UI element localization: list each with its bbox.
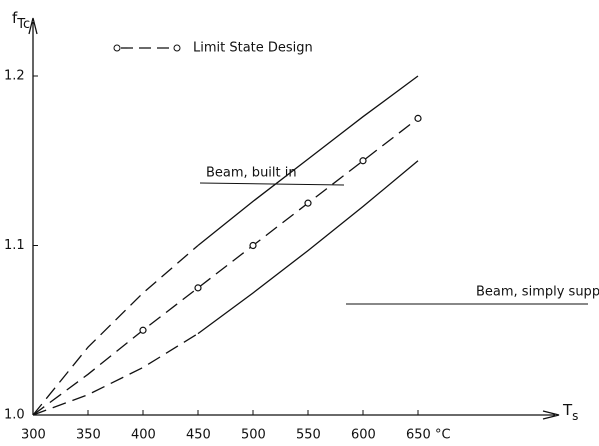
x-axis — [33, 410, 560, 420]
legend-marker — [113, 44, 121, 52]
marker — [194, 284, 202, 292]
y-tick-label: 1.0 — [4, 408, 25, 423]
marker — [304, 199, 312, 207]
x-axis-label: Ts — [562, 401, 578, 423]
y-axis — [28, 17, 38, 415]
annotation-line — [199, 182, 345, 186]
y-axis-label: fTc — [12, 9, 30, 32]
annotation: Beam, built in — [206, 166, 297, 181]
x-tick-label: 550 — [296, 428, 321, 443]
line-dashed — [32, 333, 199, 416]
y-tick-label: 1.1 — [4, 238, 25, 253]
marker — [414, 114, 422, 122]
line-solid — [197, 160, 419, 335]
marker — [359, 157, 367, 165]
marker — [249, 241, 257, 250]
x-tick-label: 500 — [241, 428, 266, 443]
marker — [139, 326, 147, 334]
y-tick-label: 1.2 — [4, 69, 25, 84]
line-dashed — [32, 245, 199, 416]
line-solid — [197, 75, 419, 247]
x-tick-label: 350 — [76, 428, 101, 443]
annotation: Beam, simply supported — [476, 285, 599, 300]
legend-label: Limit State Design — [193, 41, 313, 56]
x-tick-label: 400 — [131, 428, 156, 443]
x-tick-label: 300 — [21, 428, 46, 443]
x-tick-label: 450 — [186, 428, 211, 443]
legend-marker — [173, 44, 181, 52]
x-tick-label: 600 — [351, 428, 376, 443]
line-dashed — [32, 117, 419, 416]
x-tick-label: 650 °C — [406, 428, 451, 443]
